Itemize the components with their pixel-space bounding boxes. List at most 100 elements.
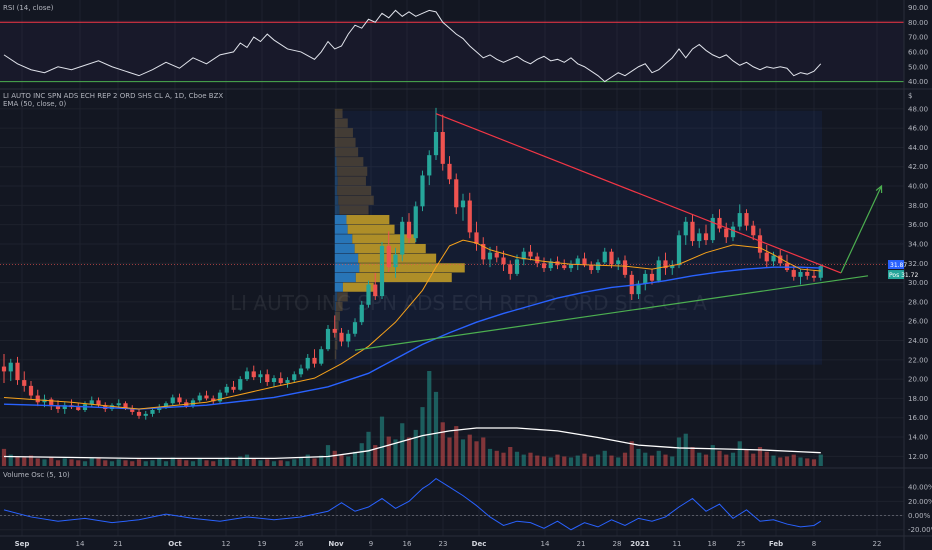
price-tick-label: 42.00 <box>908 163 928 171</box>
volume-bar <box>481 437 486 466</box>
vp-row-down <box>355 272 452 283</box>
volume-bar <box>521 454 526 466</box>
volume-bar <box>811 459 817 466</box>
candle-body <box>697 233 702 242</box>
volume-bar <box>49 457 54 466</box>
volume-bar <box>197 458 202 466</box>
volume-ma-line <box>3 427 821 460</box>
volume-bar <box>447 437 452 466</box>
volume-bar <box>62 458 67 466</box>
volume-bar <box>805 458 810 466</box>
volume-bar <box>346 456 351 466</box>
candle-body <box>420 175 425 207</box>
volume-bar <box>96 458 101 466</box>
volume-bar <box>420 407 425 466</box>
volume-profile <box>334 108 822 365</box>
volume-bar <box>15 456 20 466</box>
candle-body <box>96 400 101 406</box>
volume-bar <box>69 459 74 466</box>
volume-bar <box>103 460 108 466</box>
volume-bar <box>393 439 398 466</box>
candle-body <box>514 259 520 274</box>
vp-row-up <box>334 282 343 292</box>
volume-bar <box>35 458 40 466</box>
candle-body <box>541 263 547 269</box>
candle-body <box>778 255 783 264</box>
volume-osc-line <box>3 477 822 531</box>
volume-bar <box>217 459 223 466</box>
volume-bar <box>352 451 358 466</box>
price-tick-label: 20.00 <box>908 376 928 384</box>
osc-label: Volume Osc (5, 10) <box>3 471 70 479</box>
position-tag-box <box>888 270 904 280</box>
candle-body <box>636 283 641 295</box>
time-axis-label: 19 <box>258 540 267 548</box>
volume-bar <box>312 458 317 466</box>
candle-body <box>454 179 459 208</box>
candle-body <box>163 403 169 408</box>
vp-row-up <box>334 234 353 244</box>
price-tick-label: 16.00 <box>908 414 928 422</box>
vp-row-up <box>334 166 338 176</box>
candle-body <box>413 206 418 239</box>
candle-body <box>150 410 155 414</box>
volume-bar <box>751 453 756 466</box>
candle-body <box>791 270 796 277</box>
candle-body <box>447 163 452 180</box>
candle-body <box>271 378 277 383</box>
volume-bar <box>379 416 385 466</box>
volume-bar <box>467 434 472 466</box>
volume-bar <box>400 423 405 466</box>
volume-bar <box>744 449 749 466</box>
candle-body <box>427 155 432 176</box>
volume-bar <box>514 451 520 466</box>
candle-body <box>757 235 763 253</box>
volume-bar <box>494 450 499 466</box>
candle-body <box>474 232 479 244</box>
candle-body <box>170 397 175 404</box>
position-tag: Pos 31.72 <box>889 272 918 279</box>
volume-bar <box>791 454 796 466</box>
vp-row-up <box>334 186 338 196</box>
volume-bar <box>136 459 142 466</box>
vp-row-up <box>334 205 340 215</box>
volume-bar <box>616 457 621 466</box>
volume-bar <box>359 443 364 466</box>
volume-bar <box>487 448 493 466</box>
vp-row-up <box>334 195 339 205</box>
volume-bar <box>116 459 121 466</box>
volume-bar <box>204 460 209 466</box>
candle-body <box>373 284 378 297</box>
time-axis-label: Nov <box>328 540 344 548</box>
volume-bar <box>190 461 196 466</box>
time-axis-label: 9 <box>369 540 373 548</box>
time-axis-label: 25 <box>737 540 746 548</box>
price-tick-label: 48.00 <box>908 105 928 113</box>
price-tick-label: 30.00 <box>908 279 928 287</box>
price-tick-label: 14.00 <box>908 434 928 442</box>
volume-bar <box>703 454 709 466</box>
volume-bar <box>454 426 459 466</box>
candle-body <box>62 405 67 410</box>
volume-bar <box>278 460 283 466</box>
candle-body <box>433 131 439 156</box>
vp-row-up <box>334 224 348 234</box>
candle-body <box>690 221 695 242</box>
price-tick-label: 40.00 <box>908 183 928 191</box>
candle-body <box>177 397 182 403</box>
candle-body <box>589 265 594 271</box>
candle-body <box>730 226 736 238</box>
candle-body <box>15 362 20 381</box>
volume-bar <box>177 459 182 466</box>
descending-trendline <box>435 113 842 274</box>
candle-body <box>609 251 614 265</box>
volume-bar <box>292 459 297 466</box>
candle-body <box>258 374 263 378</box>
last-price-tag: 31.87 <box>890 262 907 269</box>
candle-body <box>656 260 661 281</box>
price-tick-label: 38.00 <box>908 202 928 210</box>
price-tick-label: 22.00 <box>908 356 928 364</box>
vp-row-down <box>334 108 343 118</box>
symbol-title: LI AUTO INC SPN ADS ECH REP 2 ORD SHS CL… <box>3 92 223 100</box>
time-axis-label: 22 <box>873 540 882 548</box>
